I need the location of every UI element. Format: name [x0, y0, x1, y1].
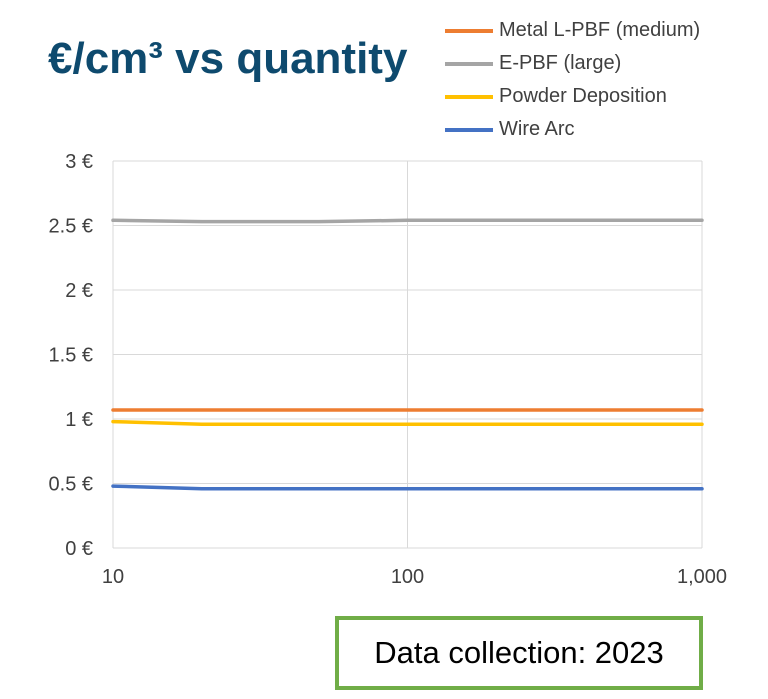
- legend-label: Metal L-PBF (medium): [499, 19, 701, 41]
- legend-swatch: [445, 28, 493, 33]
- legend-swatch: [445, 127, 493, 132]
- y-tick-label: 1 €: [65, 409, 93, 431]
- chart-legend: Metal L-PBF (medium) E-PBF (large) Powder …: [445, 14, 700, 146]
- legend-label: E-PBF (large): [499, 52, 622, 74]
- series-line-e-pbf-large: [111, 218, 704, 224]
- y-tick-label: 0 €: [65, 538, 93, 560]
- y-tick-label: 2.5 €: [49, 216, 93, 238]
- axis-labels: 0 € 0.5 € 1 € 1.5 € 2 € 2.5 € 3 € 10 100 1,000: [49, 151, 728, 588]
- x-tick-label: 100: [391, 566, 424, 588]
- y-tick-label: 0.5 €: [49, 474, 93, 496]
- grid-lines: [112, 160, 703, 549]
- legend-swatch: [445, 61, 493, 66]
- line-chart: 0 € 0.5 € 1 € 1.5 € 2 € 2.5 € 3 € 10 100 1,000: [49, 151, 728, 588]
- y-tick-label: 1.5 €: [49, 345, 93, 367]
- legend-item: Wire Arc: [445, 113, 700, 146]
- legend-item: Powder Deposition: [445, 80, 700, 113]
- series-line-wire-arc: [111, 484, 704, 491]
- x-tick-label: 10: [102, 566, 124, 588]
- legend-item: Metal L-PBF (medium): [445, 14, 700, 47]
- legend-item: E-PBF (large): [445, 47, 700, 80]
- series-lines: [111, 218, 704, 491]
- legend-label: Powder Deposition: [499, 85, 667, 107]
- data-collection-note: Data collection: 2023: [335, 616, 703, 690]
- legend-swatch: [445, 94, 493, 99]
- y-tick-label: 3 €: [65, 151, 93, 173]
- x-tick-label: 1,000: [677, 566, 727, 588]
- y-tick-label: 2 €: [65, 280, 93, 302]
- legend-label: Wire Arc: [499, 118, 575, 140]
- data-collection-text: Data collection: 2023: [374, 635, 664, 670]
- chart-title: €/cm³ vs quantity: [48, 34, 408, 83]
- series-line-powder-deposition: [111, 419, 704, 426]
